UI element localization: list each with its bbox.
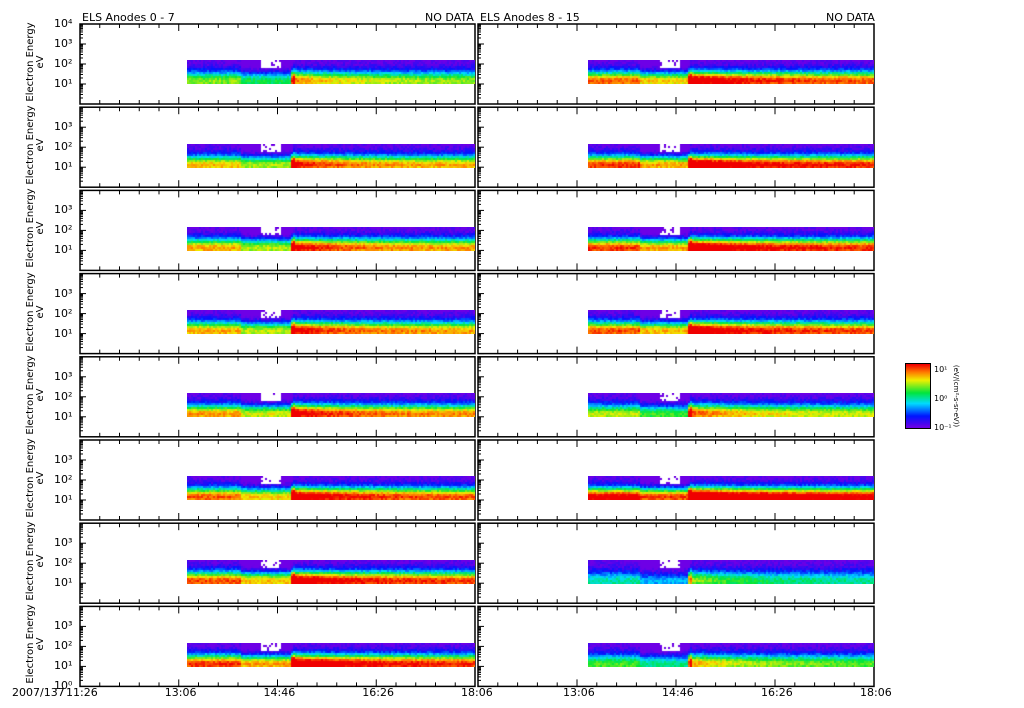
y-axis-unit: eV (35, 471, 46, 485)
spectrogram-left-anode-panel-2 (186, 143, 475, 168)
y-tick-label: 10² (54, 306, 73, 320)
y-axis-unit: eV (35, 637, 46, 651)
y-tick-label: 10¹ (54, 659, 73, 673)
y-axis-label: Electron Energy eV (25, 521, 46, 601)
y-axis-unit: eV (35, 55, 46, 69)
y-axis-unit: eV (35, 554, 46, 568)
y-axis-unit: eV (35, 221, 46, 235)
spectrogram-left-anode-panel-5 (186, 393, 475, 418)
spectrogram-right-anode-panel-4 (587, 310, 874, 335)
y-tick-label: 10² (54, 473, 73, 486)
y-axis-label: Electron Energy eV (25, 272, 46, 352)
y-tick-label: 10⁰ (54, 679, 73, 693)
y-tick-label: 10³ (54, 453, 73, 466)
y-tick-label: 10² (54, 140, 73, 154)
x-tick-label: 13:06 (164, 686, 197, 699)
date-label: 2007/137 (12, 686, 65, 699)
title-left: ELS Anodes 0 - 7 (82, 11, 175, 24)
y-tick-label: 10¹ (54, 493, 73, 506)
y-tick-label: 10² (54, 57, 73, 70)
title-right: ELS Anodes 8 - 15 (480, 11, 580, 24)
y-axis-unit: eV (35, 138, 46, 152)
colorbar-tick-label: 10⁰ (934, 394, 948, 403)
colorbar-label: (eV/(cm²-s-sr-eV)) (952, 364, 961, 428)
y-tick-label: 10² (54, 389, 73, 403)
spectrogram-left-anode-panel-3 (186, 226, 475, 251)
y-axis-label: Electron Energy eV (25, 604, 46, 684)
y-tick-label: 10¹ (54, 77, 73, 90)
y-axis-label: Electron Energy eV (25, 22, 46, 102)
spectrogram-left-anode-panel-6 (186, 476, 475, 501)
spectrogram-right-anode-panel-7 (587, 559, 874, 584)
x-tick-label: 11:26 (66, 686, 98, 699)
colorbar (905, 363, 931, 429)
spectrogram-right-anode-panel-2 (587, 143, 874, 168)
y-tick-label: 10³ (54, 37, 73, 50)
y-tick-label: 10¹ (54, 409, 73, 423)
no-data-left: NO DATA (425, 11, 474, 24)
colorbar-tick-label: 10⁻¹ (934, 423, 952, 432)
spectrogram-left-anode-panel-7 (186, 559, 475, 584)
y-axis-label: Electron Energy eV (25, 188, 46, 268)
spectrogram-right-anode-panel-1 (587, 60, 874, 85)
y-tick-label: 10⁴ (54, 17, 73, 30)
y-tick-label: 10³ (54, 369, 73, 383)
x-tick-label: 13:06 (563, 686, 595, 699)
spectrogram-left-anode-panel-1 (186, 60, 475, 85)
y-axis-label: Electron Energy eV (25, 355, 46, 435)
x-tick-label: 18:06 (860, 686, 892, 699)
y-axis-unit: eV (35, 305, 46, 319)
y-axis-label: Electron Energy eV (25, 105, 46, 185)
spectrogram-right-anode-panel-3 (587, 226, 874, 251)
y-tick-label: 10² (54, 639, 73, 653)
y-tick-label: 10² (54, 223, 73, 237)
spectrogram-left-anode-panel-8 (186, 642, 475, 667)
spectrogram-right-anode-panel-6 (587, 476, 874, 501)
y-tick-label: 10¹ (54, 576, 73, 590)
no-data-right: NO DATA (826, 11, 875, 24)
colorbar-tick-label: 10¹ (934, 365, 948, 374)
y-tick-label: 10¹ (54, 243, 73, 257)
x-tick-label: 14:46 (263, 686, 296, 699)
y-axis-label: Electron Energy eV (25, 438, 46, 518)
spectrogram-right-anode-panel-8 (587, 642, 874, 667)
y-tick-label: 10¹ (54, 160, 73, 174)
x-tick-label: 16:26 (362, 686, 394, 699)
spectrogram-left-anode-panel-4 (186, 310, 475, 335)
y-tick-label: 10³ (54, 120, 73, 134)
y-axis-unit: eV (35, 388, 46, 402)
y-tick-label: 10³ (54, 203, 73, 217)
y-tick-label: 10³ (54, 536, 73, 550)
y-tick-label: 10³ (54, 619, 73, 633)
spectrogram-right-anode-panel-5 (587, 393, 874, 418)
y-tick-label: 10¹ (54, 326, 73, 340)
x-tick-label: 16:26 (761, 686, 793, 699)
y-tick-label: 10² (54, 556, 73, 570)
x-tick-label: 18:06 (461, 686, 493, 699)
y-tick-label: 10³ (54, 286, 73, 300)
x-tick-label: 14:46 (662, 686, 694, 699)
